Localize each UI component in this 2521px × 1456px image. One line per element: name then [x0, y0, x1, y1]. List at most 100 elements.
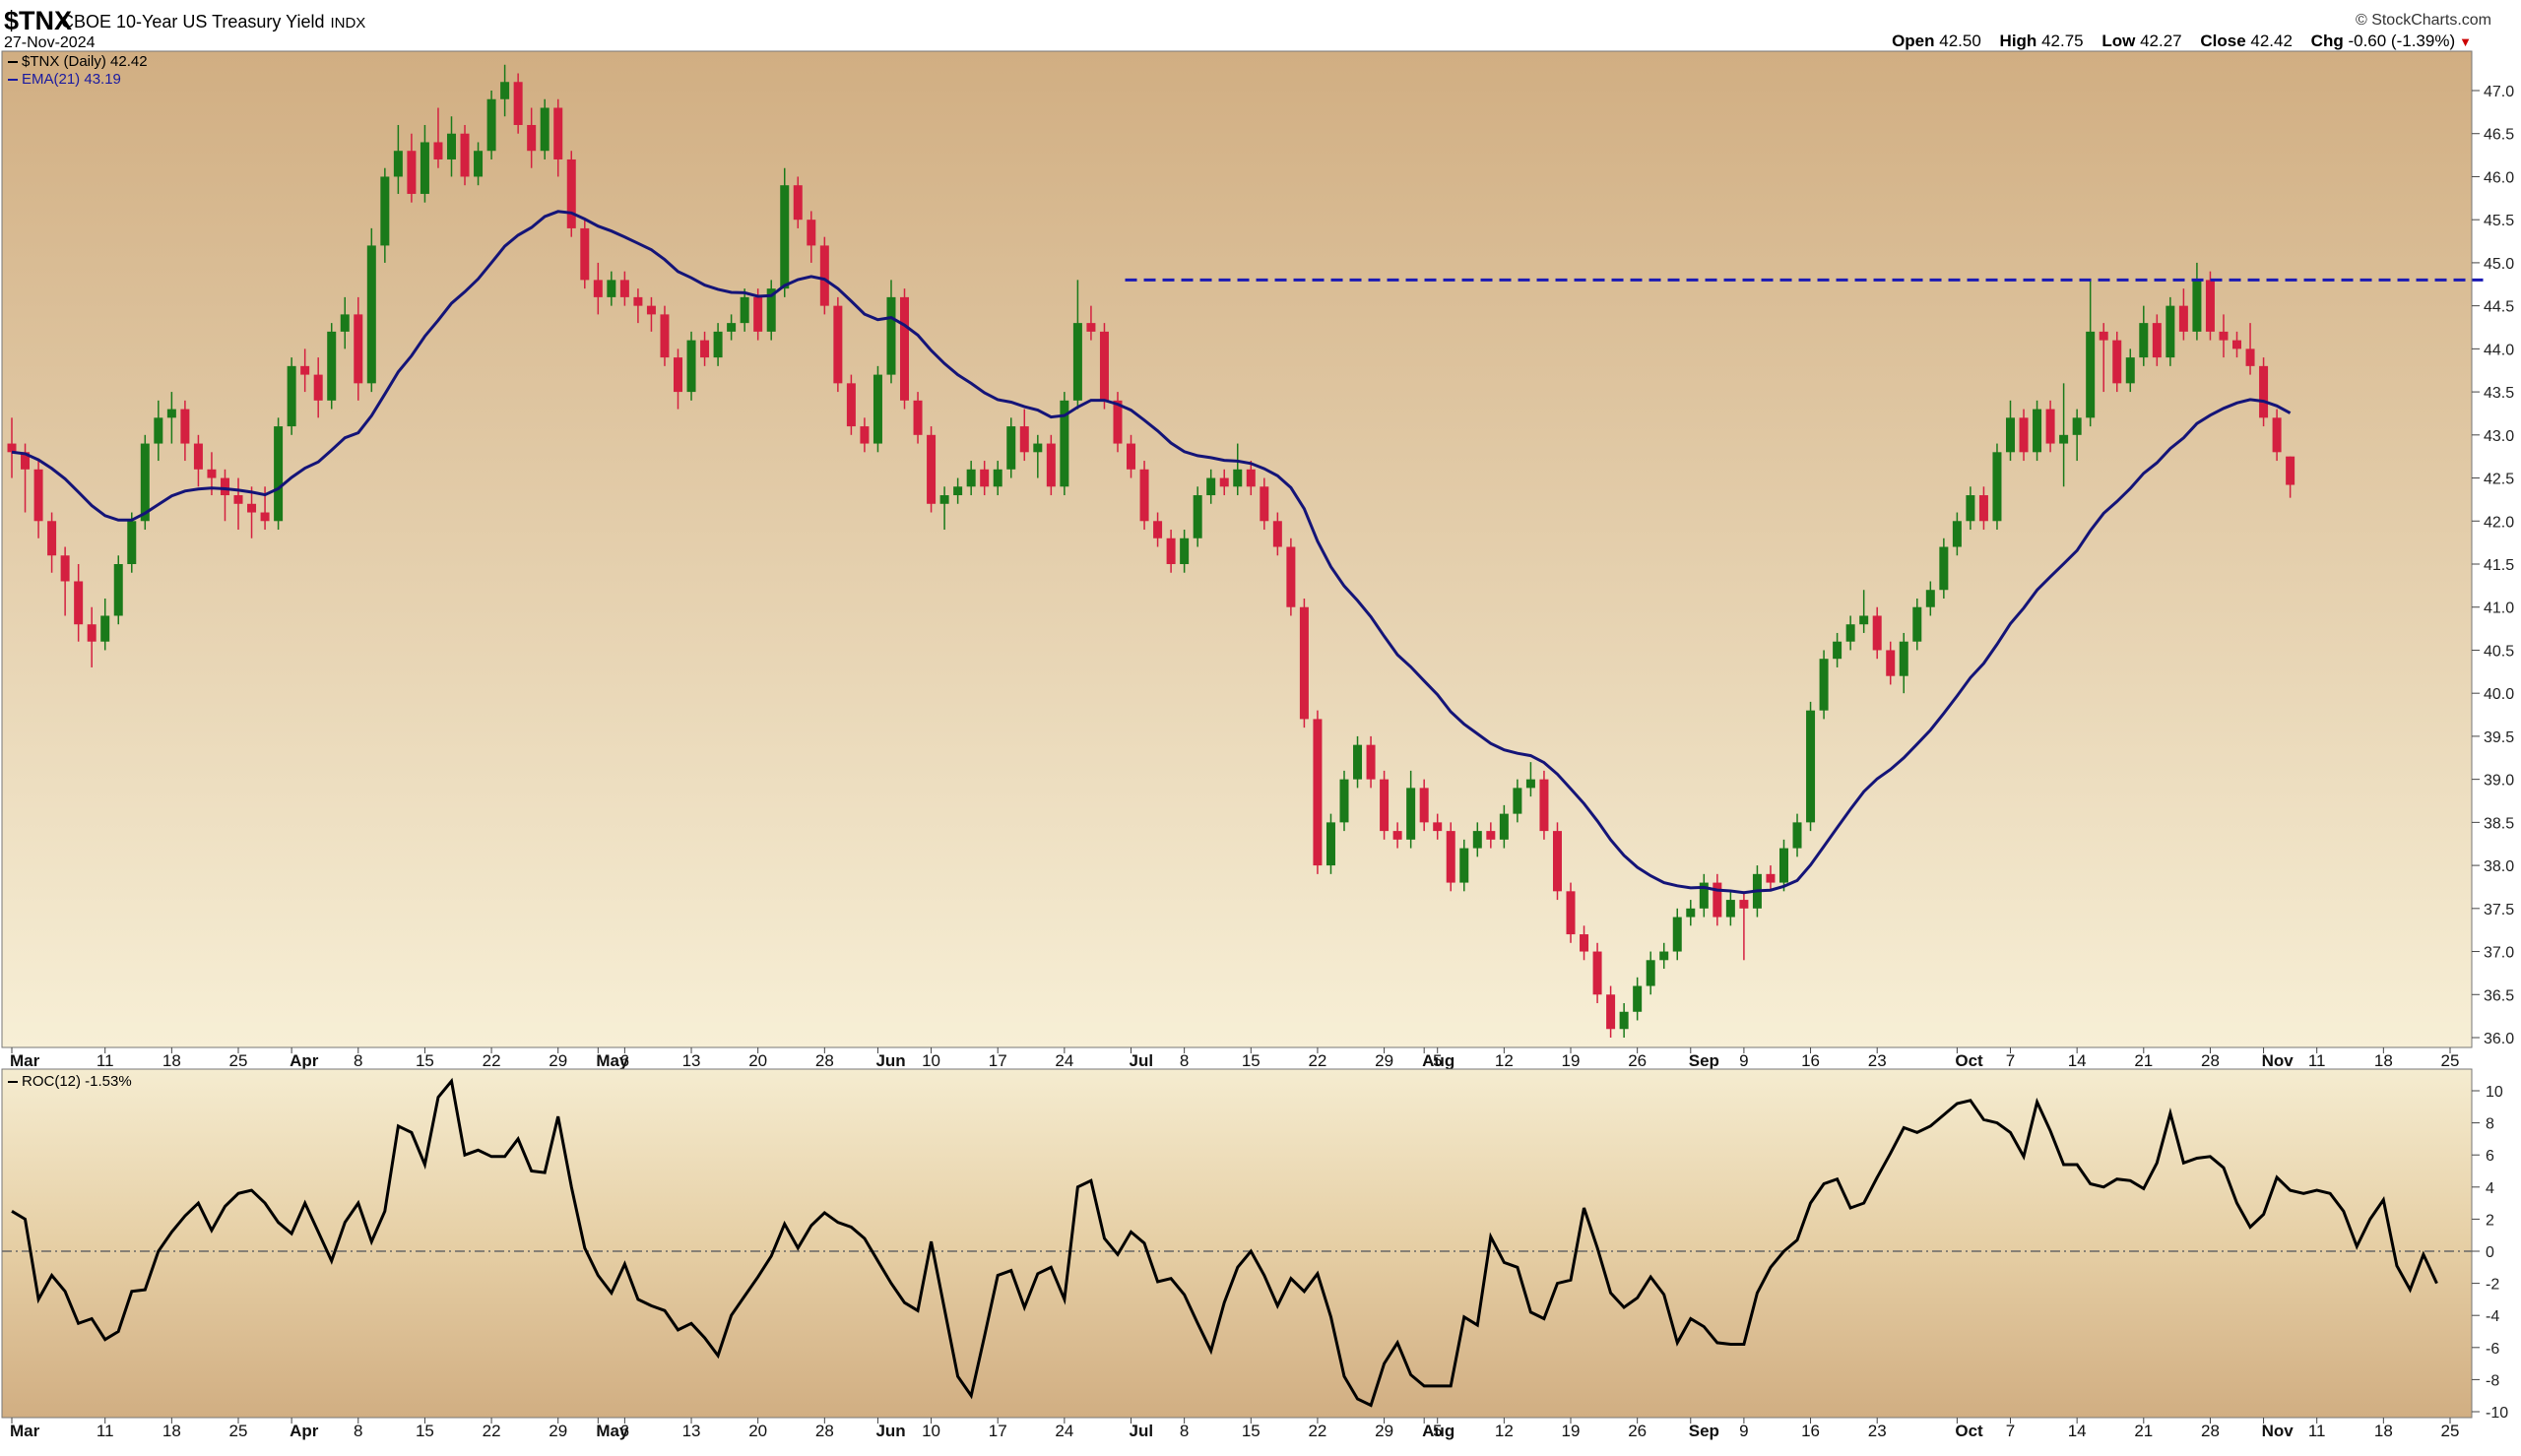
roc-x-label: 8 [354, 1422, 362, 1440]
candle-body [939, 495, 949, 504]
candle-body [1433, 822, 1443, 832]
candle-body [287, 365, 296, 427]
candle-body [633, 296, 643, 306]
price-y-label: 37.0 [2484, 945, 2514, 962]
candle-body [1153, 521, 1163, 538]
roc-x-label: 18 [162, 1422, 181, 1440]
candle-body [860, 426, 870, 444]
candle-body [927, 434, 937, 504]
roc-y-label: 8 [2486, 1116, 2494, 1133]
price-y-axis: 36.0 36.5 37.0 37.5 38.0 38.5 39.0 39.5 40.0 40.5… [2472, 84, 2514, 1047]
candle-body [993, 469, 1002, 487]
ohlc-summary: Open 42.50 High 42.75 Low 42.27 Close 42… [1878, 32, 2472, 51]
ticker-name: CBOE 10-Year US Treasury Yield [61, 12, 325, 32]
candle-body [486, 98, 496, 152]
price-x-label: 29 [1375, 1051, 1393, 1070]
chart-date: 27-Nov-2024 [4, 34, 96, 51]
candle-body [1659, 951, 1669, 961]
candle-body [1552, 831, 1562, 892]
candle-body [127, 521, 137, 564]
candle-body [193, 443, 203, 470]
candle-body [1193, 495, 1202, 538]
candle-body [87, 624, 97, 642]
price-y-label: 39.0 [2484, 773, 2514, 790]
price-x-label: 8 [354, 1051, 362, 1070]
candle-body [1725, 900, 1735, 918]
roc-x-label: 14 [2068, 1422, 2087, 1440]
candle-body [313, 374, 323, 401]
candle-body [540, 107, 549, 152]
roc-y-label: -2 [2486, 1277, 2499, 1294]
roc-x-label: 23 [1868, 1422, 1887, 1440]
candle-body [1206, 477, 1216, 496]
candle-body [1592, 951, 1602, 995]
roc-y-label: -4 [2486, 1308, 2499, 1325]
price-x-label: Mar [10, 1051, 40, 1070]
candle-body [2072, 417, 2082, 435]
price-y-label: 44.0 [2484, 342, 2514, 358]
candle-body [1060, 400, 1069, 487]
roc-x-label: Apr [290, 1422, 319, 1440]
price-x-label: 6 [620, 1051, 629, 1070]
price-x-label: 18 [2374, 1051, 2393, 1070]
price-y-label: 46.5 [2484, 127, 2514, 144]
candlesticks [7, 64, 2295, 1038]
candle-body [300, 365, 310, 375]
price-x-label: 24 [1055, 1051, 1073, 1070]
candle-body [2019, 417, 2029, 453]
candle-body [727, 323, 737, 332]
candle-body [527, 124, 537, 152]
roc-x-label: 8 [1180, 1422, 1189, 1440]
candle-body [913, 400, 923, 435]
candle-body [366, 245, 376, 384]
roc-x-label: 25 [2441, 1422, 2460, 1440]
roc-legend-icon [8, 1081, 18, 1084]
roc-x-label: 7 [2006, 1422, 2015, 1440]
candle-body [140, 443, 150, 522]
candle-body [180, 409, 190, 444]
candle-body [1325, 822, 1335, 866]
candle-body [1339, 779, 1349, 823]
candle-body [1472, 831, 1482, 849]
candle-body [1127, 443, 1136, 470]
candle-body [1952, 521, 1962, 547]
roc-x-label: 21 [2134, 1422, 2153, 1440]
candle-body [1459, 848, 1469, 883]
price-x-label: 7 [2006, 1051, 2015, 1070]
roc-y-label: 10 [2486, 1084, 2503, 1101]
roc-x-label: 22 [483, 1422, 501, 1440]
candle-body [686, 340, 696, 393]
roc-panel: -10 -8 -6 -4 -2 0 2 4 6 8 10 [1, 1068, 2508, 1422]
price-y-label: 44.5 [2484, 299, 2514, 316]
candle-body [1539, 779, 1549, 832]
candle-body [274, 426, 284, 522]
roc-y-axis: -10 -8 -6 -4 -2 0 2 4 6 8 10 [2472, 1084, 2508, 1422]
chg-label: Chg [2310, 32, 2344, 50]
candle-body [513, 82, 523, 125]
candle-body [2178, 305, 2188, 332]
candle-body [1260, 486, 1269, 522]
candle-body [1139, 469, 1149, 522]
price-x-label: 28 [815, 1051, 834, 1070]
price-x-label: 9 [1739, 1051, 1748, 1070]
candle-body [1072, 323, 1082, 401]
candle-body [1353, 744, 1363, 780]
price-x-label: 14 [2068, 1051, 2087, 1070]
ticker-symbol: $TNX [4, 6, 73, 35]
roc-x-label: 10 [922, 1422, 940, 1440]
candle-body [1566, 891, 1576, 935]
roc-x-label: 28 [815, 1422, 834, 1440]
roc-x-label: Aug [1422, 1422, 1454, 1440]
price-y-label: 39.5 [2484, 729, 2514, 746]
roc-y-label: -6 [2486, 1341, 2499, 1358]
candle-body [793, 185, 803, 221]
candle-body [1778, 848, 1788, 883]
roc-x-label: May [596, 1422, 629, 1440]
candle-body [980, 469, 990, 487]
roc-x-label: 18 [2374, 1422, 2393, 1440]
candle-body [2272, 417, 2282, 453]
candle-body [713, 331, 723, 358]
candle-body [807, 220, 816, 246]
price-y-label: 43.5 [2484, 385, 2514, 402]
